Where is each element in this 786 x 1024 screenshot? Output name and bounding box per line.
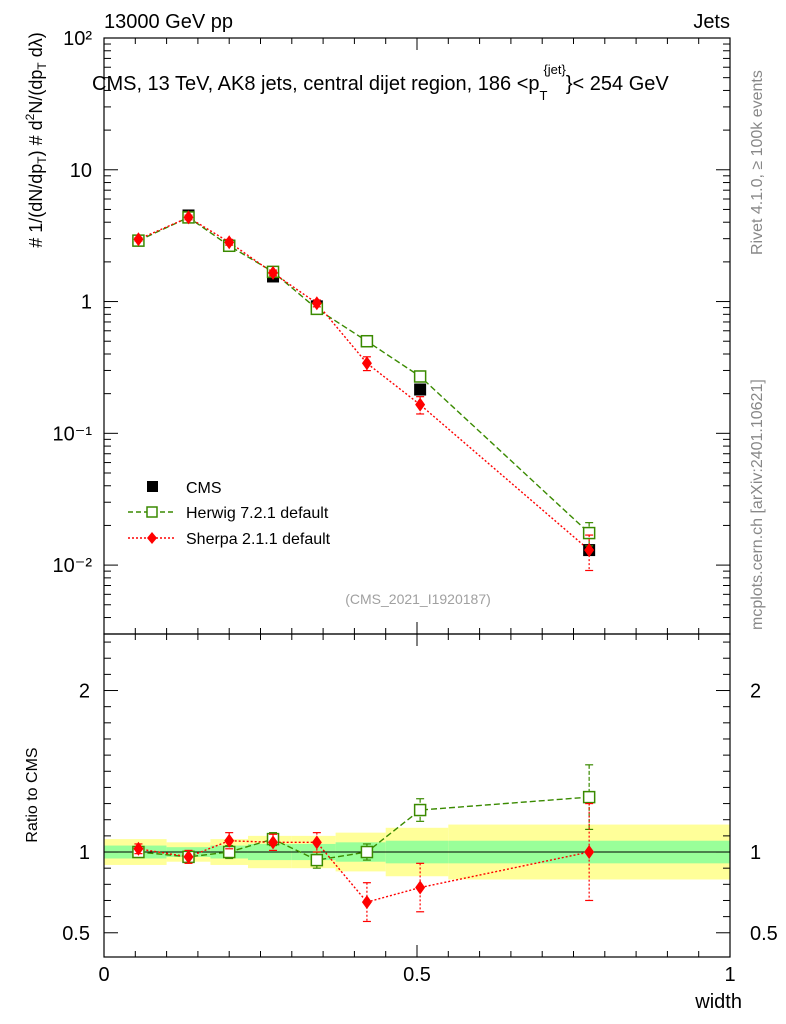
- ratio-y-label: Ratio to CMS: [24, 747, 41, 842]
- sherpa-point: [183, 210, 194, 225]
- sherpa-ratio-point: [224, 833, 235, 848]
- herwig-ratio-point: [310, 853, 324, 867]
- sherpa-point: [133, 232, 144, 247]
- svg-text:# 1/(dN/dpT) # d2N/(dpT dλ: # 1/(dN/dpT) # d2N/(dpT dλ): [23, 32, 49, 248]
- herwig-main-line: [138, 216, 590, 534]
- legend-cms-marker: [147, 481, 158, 492]
- sherpa-point: [268, 265, 279, 280]
- axis-ticks: 0 0.5 1 10⁻² 10⁻¹ 1 10 10² 0.5 0.5 1 1 2 2: [53, 28, 778, 986]
- legend-cms-label: CMS: [186, 480, 222, 497]
- x-axis-label: width: [694, 991, 742, 1013]
- x-tick-label: 1: [724, 964, 735, 986]
- cms-point: [414, 383, 427, 396]
- ratio-y-tick-label: 0.5: [62, 923, 90, 945]
- sherpa-ratio-point: [415, 880, 426, 895]
- header-left: 13000 GeV pp: [104, 11, 233, 33]
- ratio-y-tick-label-right: 0.5: [750, 923, 778, 945]
- herwig-point: [413, 370, 427, 383]
- sherpa-point: [224, 235, 235, 250]
- sherpa-ratio-point: [133, 841, 144, 856]
- legend-herwig-label: Herwig 7.2.1 default: [186, 505, 329, 522]
- sherpa-ratio-point: [311, 835, 322, 850]
- header-right: Jets: [693, 11, 730, 33]
- sherpa-main-line: [138, 216, 590, 551]
- herwig-point: [360, 334, 374, 348]
- main-y-tick-label: 1: [81, 292, 92, 314]
- legend-sherpa-marker: [147, 532, 157, 544]
- rivet-version-text: Rivet 4.1.0, ≥ 100k events: [749, 70, 766, 255]
- herwig-ratio-line: [138, 796, 590, 861]
- sherpa-point: [415, 397, 426, 412]
- sherpa-ratio-point: [268, 835, 279, 850]
- plot-title: CMS, 13 TeV, AK8 jets, central dijet reg…: [92, 62, 669, 103]
- x-tick-label: 0: [98, 964, 109, 986]
- sherpa-ratio-point: [361, 895, 372, 910]
- herwig-point: [582, 526, 596, 540]
- legend: CMS Herwig 7.2.1 default Sherpa 2.1.1 de…: [128, 480, 331, 548]
- herwig-ratio-point: [582, 790, 596, 804]
- sherpa-ratio-point: [183, 849, 194, 864]
- herwig-ratio-point: [222, 845, 236, 859]
- axis-frames: [103, 37, 731, 958]
- sherpa-point: [361, 356, 372, 371]
- sherpa-point: [311, 296, 322, 311]
- legend-herwig-marker: [146, 506, 158, 518]
- x-tick-label: 0.5: [403, 964, 431, 986]
- main-y-label: # 1/(dN/dpT) # d2N/(dpT dλ): [23, 32, 49, 248]
- main-y-tick-label: 10: [70, 160, 92, 182]
- sherpa-ratio-point: [584, 845, 595, 860]
- herwig-ratio-point: [360, 845, 374, 859]
- sherpa-point: [584, 543, 595, 558]
- herwig-ratio-point: [413, 803, 427, 817]
- main-y-tick-label: 10⁻¹: [53, 423, 93, 445]
- main-y-tick-label: 10²: [63, 28, 92, 50]
- legend-sherpa-label: Sherpa 2.1.1 default: [186, 531, 331, 548]
- analysis-id: (CMS_2021_I1920187): [345, 591, 491, 607]
- ratio-y-tick-label-right: 2: [750, 681, 761, 703]
- ratio-y-tick-label: 1: [79, 842, 90, 864]
- main-y-tick-label: 10⁻²: [53, 555, 93, 577]
- ratio-plot-frame: [103, 633, 731, 958]
- mcplots-source-text: mcplots.cern.ch [arXiv:2401.10621]: [749, 379, 766, 630]
- sherpa-ratio-line: [138, 840, 590, 903]
- ratio-y-tick-label-right: 1: [750, 842, 761, 864]
- ratio-y-tick-label: 2: [79, 681, 90, 703]
- data-series: [132, 209, 596, 923]
